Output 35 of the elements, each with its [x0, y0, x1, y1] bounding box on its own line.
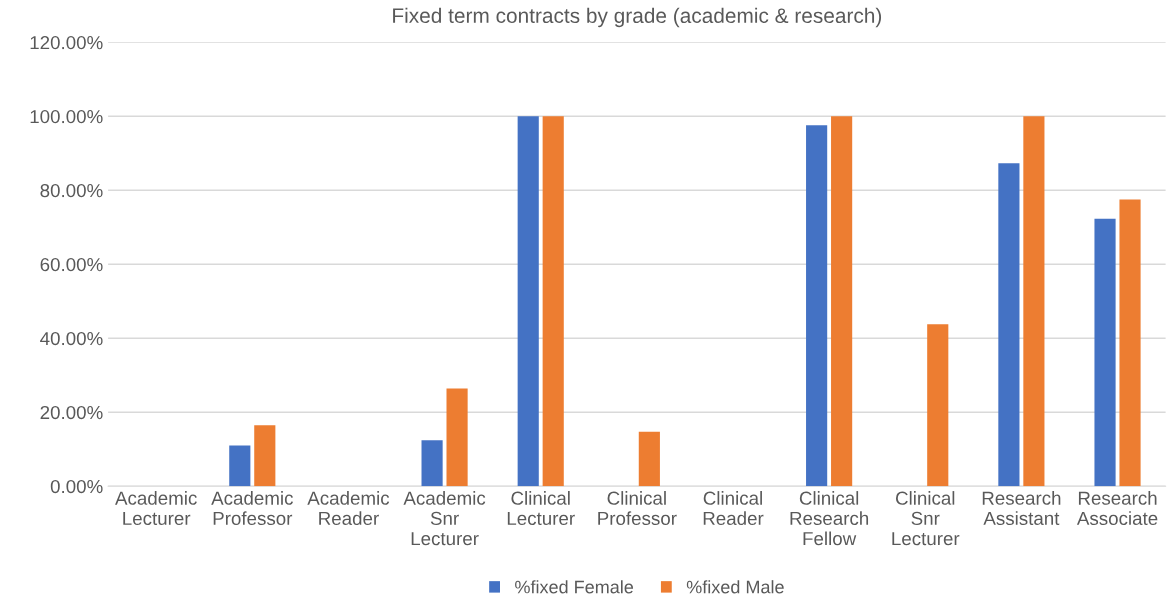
- x-tick-label: Clinical Reader: [703, 491, 764, 526]
- bar: [806, 125, 828, 487]
- bar: [1094, 218, 1116, 487]
- x-tick-label: Research Associate: [1076, 491, 1158, 526]
- y-tick-label: 120.00%: [30, 35, 103, 50]
- bar: [446, 388, 468, 487]
- bar: [542, 116, 564, 487]
- x-tick-label: Academic Lecturer: [115, 491, 197, 526]
- bar: [831, 116, 853, 487]
- x-tick-label: Academic Snr Lecturer: [403, 491, 486, 546]
- legend-label: %fixed Female: [515, 580, 634, 594]
- x-tick-label: Clinical Lecturer: [507, 491, 575, 526]
- bar: [1023, 116, 1045, 487]
- chart-title: Fixed term contracts by grade (academic & research): [393, 7, 882, 28]
- y-tick-label: 0.00%: [50, 479, 103, 494]
- bar: [1119, 199, 1141, 487]
- y-tick-label: 80.00%: [40, 183, 103, 198]
- x-tick-label: Clinical Research Fellow: [790, 491, 869, 546]
- bar: [998, 163, 1020, 487]
- legend-label: %fixed Male: [686, 580, 784, 594]
- bar: [254, 425, 276, 487]
- y-tick-label: 20.00%: [40, 405, 103, 420]
- x-tick-label: Research Assistant: [982, 491, 1061, 526]
- bar: [638, 431, 660, 487]
- bar: [421, 440, 443, 487]
- y-tick-label: 100.00%: [30, 109, 103, 124]
- x-tick-label: Clinical Professor: [598, 491, 677, 526]
- bar: [517, 116, 539, 487]
- bar: [927, 324, 949, 487]
- x-tick-label: Academic Reader: [307, 491, 390, 526]
- x-tick-label: Clinical Snr Lecturer: [892, 491, 960, 546]
- y-tick-label: 60.00%: [40, 257, 103, 272]
- bar: [229, 445, 251, 487]
- x-tick-label: Academic Professor: [211, 491, 293, 526]
- y-tick-label: 40.00%: [40, 331, 103, 346]
